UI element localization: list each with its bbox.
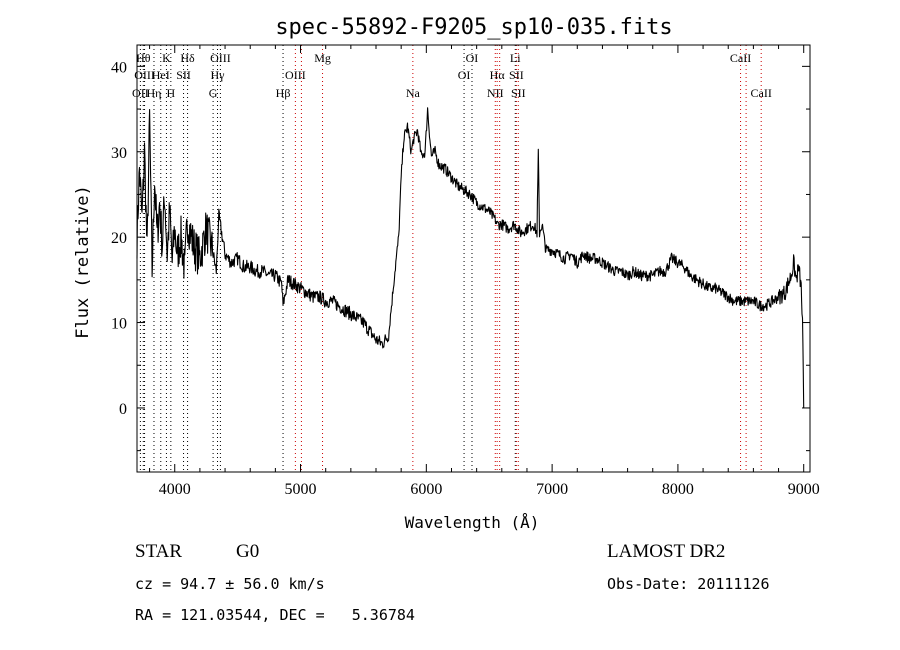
line-label: Hγ <box>211 68 226 82</box>
line-label: SII <box>176 68 191 82</box>
line-label: OIII <box>210 51 231 65</box>
line-label: G <box>209 86 218 100</box>
x-axis: 4000 5000 6000 7000 8000 9000 <box>149 45 820 498</box>
x-tick-label: 7000 <box>536 481 568 498</box>
line-label: OIII <box>285 68 306 82</box>
line-label: Mg <box>314 51 331 65</box>
line-label: SII <box>509 68 524 82</box>
line-label: Hη <box>147 86 162 100</box>
y-tick-label: 10 <box>111 316 127 333</box>
survey-name: LAMOST DR2 <box>607 541 726 562</box>
line-label: K <box>162 51 171 65</box>
redshift-velocity: cz = 94.7 ± 56.0 km/s <box>135 575 325 593</box>
line-label: OIII <box>134 68 155 82</box>
line-label: HeI <box>152 68 170 82</box>
x-tick-label: 6000 <box>410 481 442 498</box>
y-axis-label: Flux (relative) <box>73 185 93 339</box>
y-tick-label: 20 <box>111 230 127 247</box>
line-label: OII <box>132 86 149 100</box>
line-label: H <box>167 86 176 100</box>
object-subclass: G0 <box>236 541 260 562</box>
y-tick-label: 30 <box>111 145 127 162</box>
chart-title: spec-55892-F9205_sp10-035.fits <box>275 15 672 40</box>
y-axis: 0 10 20 30 40 <box>111 59 810 452</box>
x-tick-label: 8000 <box>662 481 694 498</box>
line-label: OI <box>466 51 479 65</box>
line-label: Hθ <box>136 51 151 65</box>
x-tick-label: 5000 <box>285 481 317 498</box>
y-tick-label: 40 <box>111 59 127 76</box>
x-tick-label: 9000 <box>788 481 820 498</box>
coordinates: RA = 121.03544, DEC = 5.36784 <box>135 606 415 624</box>
line-label: OI <box>458 68 471 82</box>
line-label: Na <box>406 86 421 100</box>
line-markers <box>139 45 762 472</box>
line-label: Hδ <box>180 51 195 65</box>
y-tick-label: 0 <box>119 401 127 418</box>
line-label: Li <box>510 51 521 65</box>
spectrum-line <box>136 107 805 408</box>
observation-date: Obs-Date: 20111126 <box>607 575 770 593</box>
line-label: NII <box>487 86 504 100</box>
line-label: CaII <box>751 86 772 100</box>
line-label: SII <box>511 86 526 100</box>
object-class: STAR <box>135 541 183 562</box>
line-label: CaII <box>730 51 751 65</box>
x-axis-label: Wavelength (Å) <box>405 513 540 532</box>
line-label: Hα <box>490 68 506 82</box>
x-tick-label: 4000 <box>159 481 191 498</box>
line-label: Hβ <box>276 86 291 100</box>
